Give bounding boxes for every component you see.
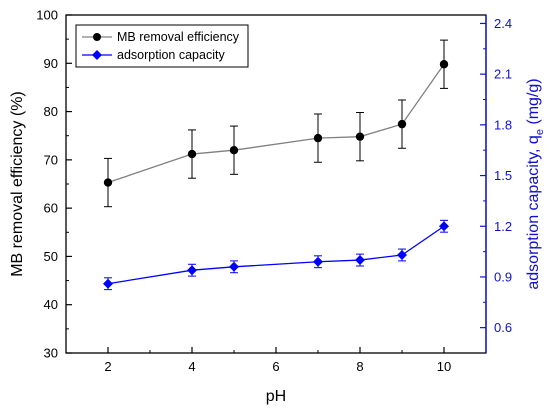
legend-marker-adsorption [92,50,102,60]
data-point-circle [187,149,197,159]
x-tick-label: 6 [272,359,279,374]
data-point-diamond [187,265,197,276]
legend-label-mb: MB removal efficiency [117,30,240,44]
series-layer [103,39,449,291]
left-y-tick-label: 50 [44,249,58,264]
left-y-tick-label: 80 [44,104,58,119]
left-y-axis-ticks: 30 40 50 60 70 80 90 100 [36,8,72,361]
series-line-1 [107,225,445,285]
data-point-diamond [313,256,323,267]
x-tick-label: 2 [104,359,111,374]
series-line-0 [107,63,445,184]
right-y-tick-label: 1.8 [494,117,512,132]
right-y-tick-label: 0.9 [494,269,512,284]
right-y-axis-title-unit: (mg/g) [525,78,542,129]
right-y-tick-label: 1.5 [494,168,512,183]
x-axis-ticks: 2 4 6 8 10 [65,347,487,374]
data-point-diamond [355,255,365,266]
data-point-diamond [397,249,407,260]
left-y-axis-title: MB removal efficiency (%) [9,91,26,277]
legend-label-adsorption: adsorption capacity [117,48,225,62]
data-point-circle [397,119,407,129]
data-point-circle [103,178,113,187]
data-point-diamond [229,261,239,272]
right-y-axis-title: adsorption capacity, qe (mg/g) [525,78,546,289]
data-point-circle [229,146,239,155]
legend-marker-mb [93,33,101,41]
x-axis-title: pH [266,388,286,405]
left-y-tick-label: 60 [44,201,58,216]
left-y-tick-label: 70 [44,152,58,167]
right-y-axis-title-main: adsorption capacity, q [525,135,542,289]
legend-box [75,24,249,68]
x-tick-label: 8 [356,359,363,374]
left-y-tick-label: 100 [36,8,58,23]
left-y-tick-label: 40 [44,297,58,312]
data-point-circle [439,60,449,69]
right-y-axis-title-subscript: e [534,129,546,135]
left-y-tick-label: 30 [44,346,58,361]
left-y-tick-label: 90 [44,56,58,71]
data-point-circle [355,132,365,141]
legend: MB removal efficiency adsorption capacit… [75,24,249,68]
right-y-tick-label: 2.1 [494,67,512,82]
x-tick-label: 10 [437,359,451,374]
right-y-tick-label: 2.4 [494,16,512,31]
data-point-circle [313,133,323,143]
x-tick-label: 4 [188,359,195,374]
right-y-tick-label: 1.2 [494,219,512,234]
data-point-diamond [103,278,113,289]
right-y-tick-label: 0.6 [494,320,512,335]
data-point-diamond [439,221,449,232]
right-y-axis-ticks: 0.6 0.9 1.2 1.5 1.8 2.1 2.4 [480,16,512,335]
